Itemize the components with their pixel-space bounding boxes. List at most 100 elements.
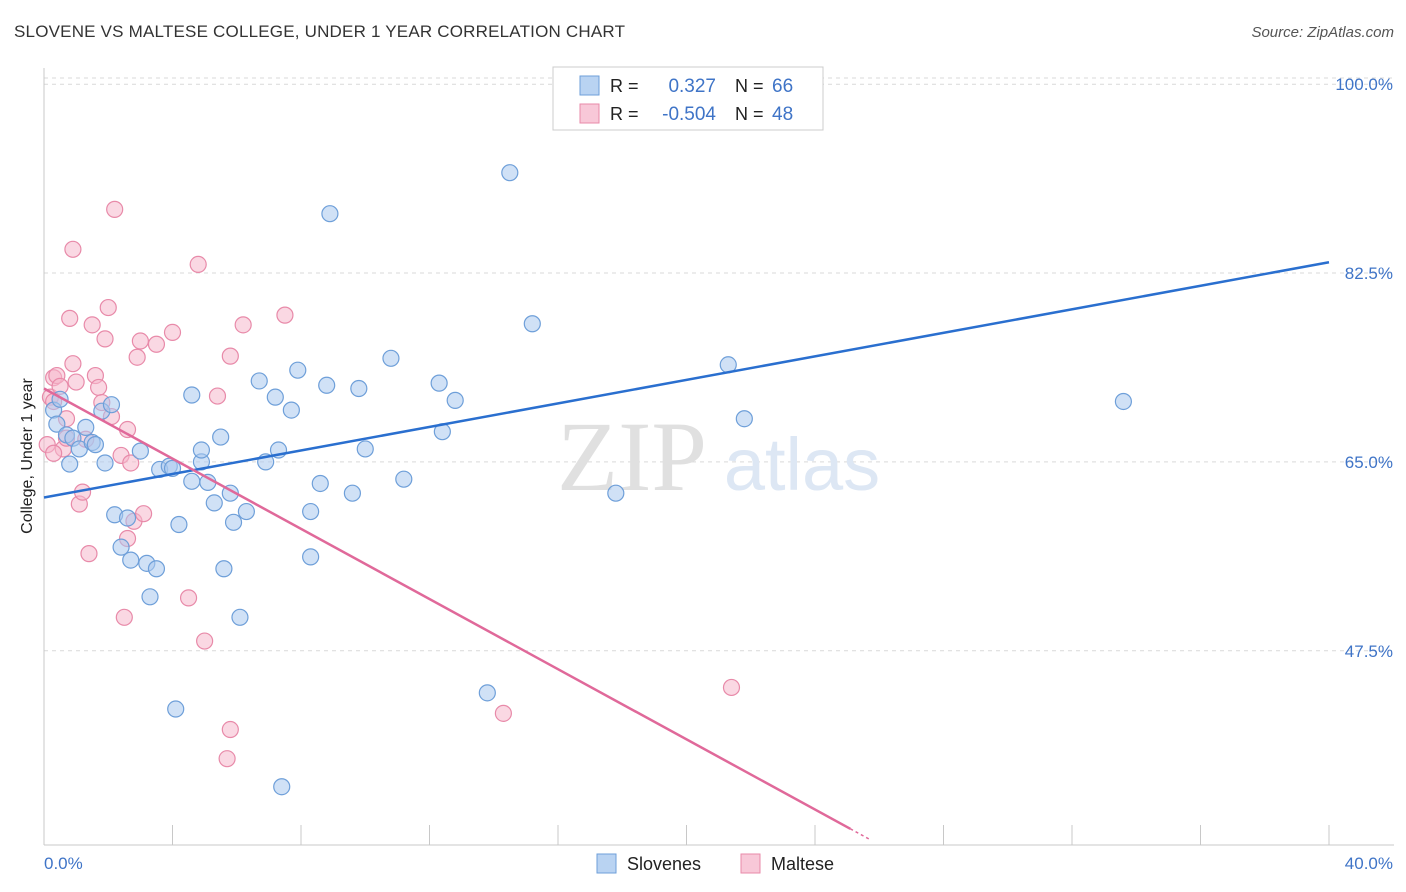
- legend-n-value-slovenes: 66: [772, 76, 793, 97]
- bottom-legend-label-slovenes: Slovenes: [627, 854, 701, 874]
- slovenes-point: [183, 472, 201, 490]
- slovenes-point: [170, 515, 188, 534]
- slovenes-point: [311, 474, 329, 493]
- slovenes-point: [231, 608, 249, 626]
- maltese-point: [90, 378, 108, 397]
- maltese-point: [131, 332, 149, 350]
- maltese-point: [45, 444, 63, 462]
- slovenes-point: [147, 560, 166, 578]
- legend-n-label-slovenes: N =: [735, 76, 764, 96]
- maltese-point: [115, 608, 133, 626]
- y-tick-labels: 47.5% 65.0% 82.5% 100.0%: [1335, 75, 1393, 661]
- slovenes-points: [45, 75, 1133, 796]
- legend-r-value-maltese: -0.504: [662, 104, 716, 125]
- slovenes-point: [478, 684, 496, 702]
- maltese-point: [722, 678, 741, 697]
- maltese-point: [276, 306, 294, 324]
- legend-r-label-maltese: R =: [610, 104, 639, 124]
- legend-n-label-maltese: N =: [735, 104, 764, 124]
- maltese-point: [163, 323, 182, 341]
- source-label: Source: ZipAtlas.com: [1251, 24, 1394, 41]
- maltese-point: [67, 373, 85, 391]
- slovenes-point: [302, 502, 320, 521]
- maltese-point: [122, 454, 140, 472]
- slovenes-point: [446, 391, 464, 409]
- x-tick-label-min: 0.0%: [44, 854, 83, 873]
- maltese-trend-extension: [849, 828, 870, 840]
- slovenes-point: [350, 379, 368, 398]
- slovenes-point: [289, 361, 307, 379]
- gridlines: [44, 77, 1394, 652]
- maltese-point: [83, 316, 101, 334]
- slovenes-point: [224, 513, 243, 531]
- slovenes-point: [273, 778, 291, 796]
- legend-swatch-slovenes: [579, 75, 600, 96]
- slovenes-point: [501, 164, 519, 182]
- slovenes-point: [382, 349, 400, 367]
- slovenes-point: [122, 551, 140, 569]
- maltese-point: [64, 355, 82, 373]
- x-tick-label-max: 40.0%: [1345, 854, 1393, 873]
- maltese-points: [38, 200, 741, 768]
- maltese-point: [208, 387, 227, 405]
- slovenes-point: [735, 410, 753, 428]
- y-tick-label: 82.5%: [1345, 264, 1393, 283]
- slovenes-point: [61, 455, 79, 473]
- legend-r-label-slovenes: R =: [610, 76, 639, 96]
- slovenes-point: [192, 441, 211, 459]
- slovenes-point: [1114, 392, 1133, 411]
- legend-swatch-maltese: [579, 103, 600, 124]
- maltese-point: [196, 632, 214, 650]
- slovenes-point: [318, 376, 336, 394]
- slovenes-point: [356, 440, 374, 458]
- maltese-point: [234, 316, 252, 334]
- slovenes-point: [250, 372, 268, 390]
- maltese-point: [80, 545, 98, 563]
- maltese-point: [106, 200, 124, 218]
- series-legend: Slovenes Maltese: [596, 853, 834, 874]
- chart-title: SLOVENE VS MALTESE COLLEGE, UNDER 1 YEAR…: [14, 22, 626, 41]
- correlation-legend: R = 0.327 N = 66 R = -0.504 N = 48: [552, 66, 824, 131]
- slovenes-point: [205, 494, 223, 512]
- watermark: ZIP atlas: [557, 401, 880, 512]
- maltese-point: [96, 330, 114, 348]
- y-tick-label: 65.0%: [1345, 453, 1393, 472]
- y-axis-title: College, Under 1 year: [19, 378, 36, 534]
- slovenes-point: [430, 374, 448, 392]
- bottom-legend-swatch-maltese: [740, 853, 761, 874]
- slovenes-point: [302, 548, 320, 566]
- slovenes-point: [212, 428, 230, 446]
- maltese-point: [128, 348, 146, 366]
- maltese-point: [494, 704, 512, 722]
- maltese-point: [64, 240, 82, 258]
- legend-r-value-slovenes: 0.327: [668, 76, 716, 97]
- slovenes-point: [86, 436, 105, 454]
- slovenes-point: [282, 401, 300, 419]
- slovenes-point: [215, 560, 233, 578]
- x-axis-ticks: [172, 825, 1330, 845]
- watermark-zip: ZIP: [557, 401, 707, 512]
- maltese-point: [99, 298, 117, 317]
- maltese-point: [221, 720, 239, 739]
- slovenes-point: [523, 315, 541, 333]
- maltese-point: [61, 309, 79, 327]
- slovenes-point: [343, 484, 361, 502]
- maltese-trend-line: [43, 387, 851, 830]
- maltese-point: [221, 347, 239, 365]
- slovenes-point: [96, 454, 114, 472]
- slovenes-point: [321, 205, 339, 223]
- y-tick-label: 47.5%: [1345, 642, 1393, 661]
- slovenes-point: [266, 388, 284, 406]
- maltese-point: [147, 335, 166, 353]
- slovenes-point: [131, 442, 149, 460]
- slovenes-point: [141, 588, 159, 606]
- slovenes-point: [395, 470, 413, 488]
- bottom-legend-label-maltese: Maltese: [771, 854, 834, 874]
- bottom-legend-swatch-slovenes: [596, 853, 617, 874]
- trend-lines: [43, 261, 1330, 840]
- slovenes-point: [112, 538, 130, 556]
- slovenes-point: [118, 509, 137, 527]
- maltese-point: [218, 750, 236, 768]
- slovenes-point: [183, 386, 201, 404]
- maltese-point: [179, 589, 198, 607]
